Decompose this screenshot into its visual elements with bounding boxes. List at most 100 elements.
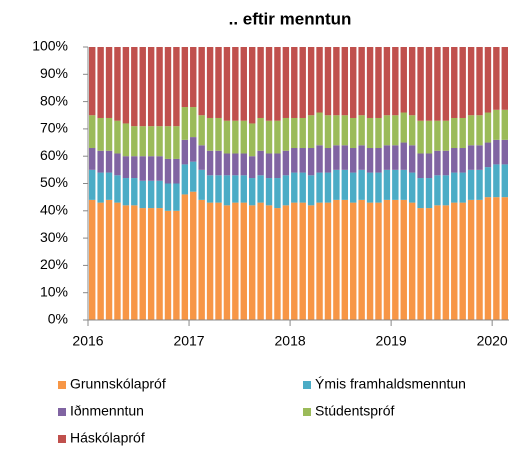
bar-segment bbox=[131, 156, 138, 179]
bar-segment bbox=[299, 172, 306, 203]
bar-segment bbox=[105, 199, 113, 320]
bar-segment bbox=[501, 47, 508, 110]
y-tick-label: 70% bbox=[40, 120, 68, 136]
bar-segment bbox=[274, 153, 281, 179]
bar-segment bbox=[240, 47, 247, 121]
bar-segment bbox=[147, 156, 155, 181]
bar-segment bbox=[122, 205, 130, 320]
bar-segment bbox=[375, 47, 382, 118]
bar-segment bbox=[181, 164, 189, 195]
chart-title: .. eftir menntun bbox=[229, 9, 352, 28]
bar-segment bbox=[484, 197, 492, 320]
bar-segment bbox=[425, 47, 433, 121]
bar-segment bbox=[105, 172, 113, 200]
y-tick-label: 10% bbox=[40, 283, 68, 299]
bar-segment bbox=[417, 178, 424, 209]
bar-segment bbox=[459, 172, 466, 203]
y-tick-label: 50% bbox=[40, 174, 68, 190]
bar-segment bbox=[434, 120, 441, 151]
bar-segment bbox=[400, 112, 407, 143]
bar-segment bbox=[451, 172, 458, 203]
bar-segment bbox=[307, 148, 315, 176]
bar-segment bbox=[173, 47, 180, 127]
bar-segment bbox=[375, 148, 382, 173]
bar-segment bbox=[408, 145, 416, 173]
legend-label: Grunnskólapróf bbox=[70, 376, 166, 392]
bar-segment bbox=[316, 145, 323, 173]
bar-segment bbox=[493, 139, 500, 165]
bar-segment bbox=[232, 120, 239, 154]
bar-segment bbox=[190, 161, 197, 192]
bar-segment bbox=[248, 156, 256, 179]
bar-segment bbox=[97, 47, 104, 118]
bar-segment bbox=[434, 205, 441, 320]
bar-segment bbox=[484, 142, 492, 168]
bar-segment bbox=[366, 47, 374, 118]
bar-segment bbox=[265, 120, 273, 154]
bar-segment bbox=[89, 169, 96, 200]
legend-swatch bbox=[303, 381, 311, 389]
bar-segment bbox=[97, 172, 104, 203]
bar-segment bbox=[240, 153, 247, 176]
x-tick-label: 2020 bbox=[477, 333, 508, 349]
bar-segment bbox=[105, 47, 113, 118]
bar-segment bbox=[190, 47, 197, 108]
bar-segment bbox=[383, 199, 391, 320]
bar-segment bbox=[400, 142, 407, 170]
bar-segment bbox=[434, 150, 441, 176]
bar-segment bbox=[265, 205, 273, 320]
bar-segment bbox=[139, 208, 146, 320]
bar-segment bbox=[89, 115, 96, 149]
bar-segment bbox=[223, 120, 231, 154]
bar-segment bbox=[493, 164, 500, 198]
bar-segment bbox=[156, 126, 163, 157]
bar-segment bbox=[257, 202, 264, 320]
x-tick-label: 2017 bbox=[173, 333, 204, 349]
bar-segment bbox=[215, 117, 222, 151]
bar-segment bbox=[392, 47, 399, 116]
bar-segment bbox=[484, 47, 492, 113]
bar-segment bbox=[291, 47, 298, 118]
bar-segment bbox=[324, 202, 332, 320]
bar-segment bbox=[274, 178, 281, 209]
bar-segment bbox=[442, 47, 450, 121]
legend-label: Iðnmenntun bbox=[70, 403, 144, 419]
bar-segment bbox=[467, 199, 475, 320]
bar-segment bbox=[425, 153, 433, 179]
bar-segment bbox=[282, 175, 290, 206]
bar-segment bbox=[282, 117, 290, 151]
bar-segment bbox=[324, 148, 332, 173]
legend-swatch bbox=[58, 408, 66, 416]
bar-segment bbox=[299, 202, 306, 320]
bar-segment bbox=[493, 47, 500, 110]
bar-segment bbox=[257, 47, 264, 118]
bar-segment bbox=[316, 202, 323, 320]
bar-segment bbox=[223, 175, 231, 206]
bar-segment bbox=[451, 148, 458, 173]
bar-segment bbox=[341, 115, 349, 146]
bar-segment bbox=[97, 117, 104, 151]
bar-segment bbox=[248, 205, 256, 320]
bar-segment bbox=[173, 183, 180, 211]
bar-segment bbox=[459, 117, 466, 149]
bar-segment bbox=[307, 47, 315, 116]
bar-segment bbox=[164, 158, 172, 184]
bar-segment bbox=[383, 47, 391, 116]
bar-segment bbox=[274, 208, 281, 320]
bar-segment bbox=[307, 205, 315, 320]
bar-segment bbox=[147, 126, 155, 157]
bar-segment bbox=[240, 120, 247, 154]
bar-segment bbox=[147, 180, 155, 209]
bar-segment bbox=[164, 47, 172, 127]
bar-segment bbox=[164, 126, 172, 159]
bar-segment bbox=[324, 115, 332, 149]
bar-segment bbox=[89, 148, 96, 170]
bar-segment bbox=[408, 47, 416, 116]
y-tick-label: 100% bbox=[32, 38, 68, 54]
bar-segment bbox=[198, 199, 205, 320]
bar-segment bbox=[417, 120, 424, 154]
bar-segment bbox=[240, 202, 247, 320]
bar-segment bbox=[350, 148, 357, 173]
bar-segment bbox=[350, 47, 357, 118]
bar-segment bbox=[476, 145, 483, 170]
